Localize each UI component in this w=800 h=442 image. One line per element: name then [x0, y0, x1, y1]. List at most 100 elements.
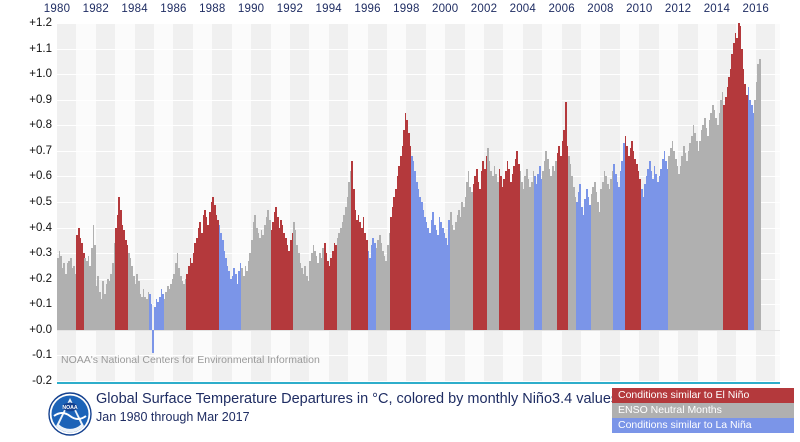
bar	[548, 168, 551, 330]
bar	[352, 189, 355, 330]
bar	[87, 255, 90, 330]
bar	[406, 120, 408, 330]
bar	[310, 253, 313, 330]
bar	[496, 181, 499, 330]
bar	[118, 196, 121, 330]
bar	[521, 181, 523, 330]
bar	[344, 207, 347, 330]
x-tick-label: 2016	[742, 3, 769, 15]
bar	[749, 99, 751, 330]
bar	[619, 171, 622, 330]
bar	[252, 222, 255, 330]
bar	[289, 240, 292, 330]
bar	[485, 155, 488, 330]
bar	[343, 214, 345, 330]
bar	[582, 214, 585, 330]
bar	[670, 148, 672, 330]
bar	[188, 265, 190, 330]
bar	[168, 288, 171, 330]
bar	[71, 268, 74, 330]
bar	[636, 163, 638, 330]
bar	[563, 130, 565, 330]
bar	[399, 155, 402, 330]
bar	[721, 92, 724, 330]
bar	[331, 250, 334, 330]
bar	[710, 112, 713, 330]
bar	[309, 260, 311, 330]
bar	[678, 173, 680, 330]
bar	[123, 230, 125, 330]
bar	[154, 306, 156, 330]
bar	[484, 168, 486, 330]
bar	[364, 232, 366, 330]
bar	[718, 112, 721, 330]
bar	[401, 145, 404, 330]
x-axis: 1980 1982 1984 1986 1988 1990 1992 1994 1996 1998…	[0, 0, 800, 23]
bar	[545, 150, 548, 330]
bar	[81, 242, 83, 330]
x-tick-label: 1990	[237, 3, 265, 15]
bar	[606, 184, 609, 330]
bar	[244, 265, 247, 330]
x-tick-label: 2000	[431, 3, 459, 15]
bar	[264, 225, 266, 330]
bar	[689, 143, 692, 330]
bar	[116, 214, 119, 330]
bar	[338, 232, 341, 330]
bar	[498, 168, 501, 330]
bar	[462, 207, 465, 330]
bar	[668, 155, 671, 330]
bar	[149, 294, 151, 330]
bar	[671, 140, 674, 330]
bar	[438, 217, 441, 330]
bar	[267, 209, 269, 330]
bar	[703, 117, 706, 330]
bar	[129, 258, 132, 330]
bar	[674, 158, 677, 330]
bar	[369, 258, 371, 330]
bar	[286, 245, 289, 330]
bar	[615, 173, 617, 330]
bar	[550, 176, 552, 330]
bar	[644, 184, 646, 330]
bar	[226, 265, 229, 330]
bar	[739, 25, 742, 330]
bar	[742, 69, 745, 330]
bar	[720, 99, 722, 330]
bar	[281, 225, 284, 330]
bar	[230, 278, 232, 330]
bar	[128, 253, 130, 330]
bar	[162, 294, 164, 330]
bar	[341, 222, 344, 330]
bar	[490, 171, 493, 330]
bar	[325, 253, 328, 330]
bar	[409, 145, 412, 330]
bar	[650, 171, 653, 330]
bar	[280, 219, 282, 330]
bar	[605, 176, 607, 330]
bar	[243, 276, 245, 330]
bar	[755, 81, 758, 330]
bar	[648, 161, 651, 330]
x-tick-label: 2010	[626, 3, 653, 15]
bar	[124, 240, 127, 330]
bar	[555, 161, 557, 330]
bar	[215, 214, 218, 330]
bar	[639, 178, 641, 330]
y-tick-label: -0.2	[32, 375, 52, 387]
bar	[479, 189, 481, 330]
bar	[443, 232, 446, 330]
x-tick-label: 2002	[470, 3, 498, 15]
x-tick-label: 1998	[393, 3, 420, 15]
bar	[285, 237, 287, 330]
bar	[220, 232, 222, 330]
bar	[553, 171, 556, 330]
gridline	[57, 355, 780, 357]
bar	[139, 294, 142, 330]
bar	[480, 171, 483, 330]
bar	[676, 166, 679, 330]
bar	[298, 253, 300, 330]
bar	[183, 283, 185, 330]
bar	[111, 263, 114, 330]
bar	[509, 181, 512, 330]
